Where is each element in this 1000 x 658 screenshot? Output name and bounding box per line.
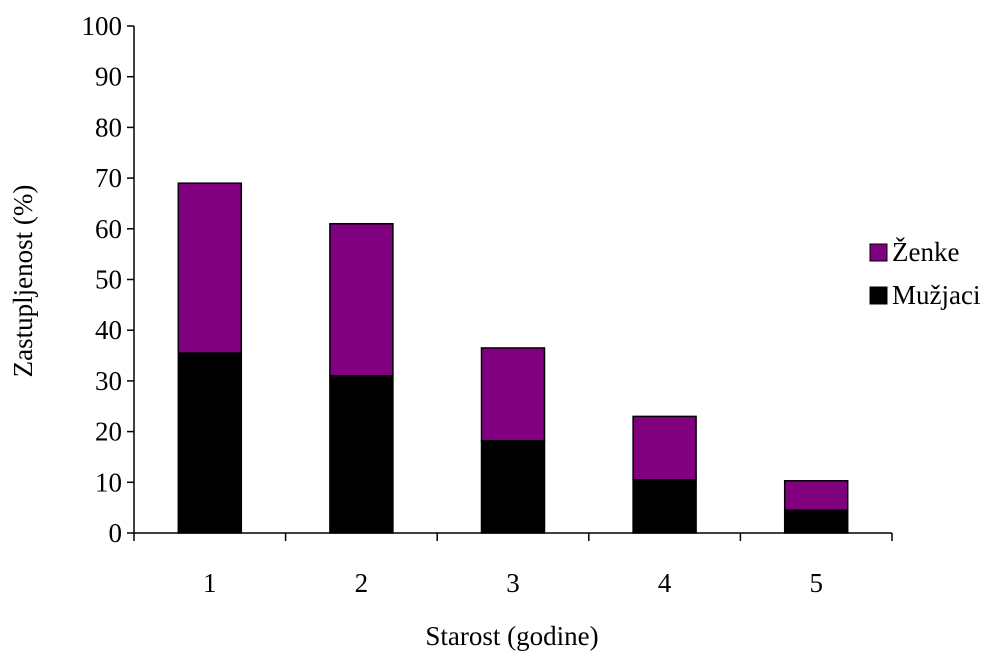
- bar-segment-zenke-1: [177, 182, 243, 354]
- x-tick-label: 5: [809, 568, 823, 598]
- legend-label: Mužjaci: [892, 280, 980, 310]
- x-axis-title: Starost (godine): [425, 621, 598, 651]
- y-tick-label: 40: [95, 315, 122, 345]
- bar-segment-zenke-2: [329, 222, 394, 377]
- y-tick-label: 0: [109, 518, 123, 548]
- y-ticks: 0 10 20 30 40 50 60 70 80 90 100: [82, 11, 134, 548]
- x-tick-label: 1: [203, 568, 217, 598]
- bar-segment-zenke-5: [783, 480, 849, 511]
- y-axis-title: Zastupljenost (%): [8, 185, 38, 378]
- bar-segment-zenke-4: [632, 415, 697, 481]
- bar-segment-muzjaci-1: [177, 352, 243, 534]
- y-tick-label: 50: [95, 265, 122, 295]
- y-tick-label: 100: [82, 11, 123, 41]
- x-ticks: 1 2 3 4 5: [133, 533, 893, 598]
- x-tick-label: 2: [355, 568, 369, 598]
- bar-segment-muzjaci-2: [329, 375, 394, 534]
- bars-layer: [177, 182, 849, 534]
- y-tick-label: 60: [95, 214, 122, 244]
- legend: Ženke Mužjaci: [869, 237, 980, 310]
- legend-label: Ženke: [892, 237, 959, 267]
- x-tick-label: 3: [506, 568, 520, 598]
- y-tick-label: 10: [95, 467, 122, 497]
- bar-segment-muzjaci-4: [632, 479, 697, 534]
- y-tick-label: 80: [95, 112, 122, 142]
- bar-segment-zenke-3: [480, 347, 546, 442]
- y-tick-label: 30: [95, 366, 122, 396]
- bar-segment-muzjaci-3: [480, 439, 546, 534]
- y-tick-label: 90: [95, 62, 122, 92]
- legend-swatch: [869, 243, 888, 262]
- y-tick-label: 20: [95, 417, 122, 447]
- legend-swatch: [869, 286, 888, 305]
- y-tick-label: 70: [95, 163, 122, 193]
- x-tick-label: 4: [658, 568, 672, 598]
- bar-segment-muzjaci-5: [783, 509, 849, 534]
